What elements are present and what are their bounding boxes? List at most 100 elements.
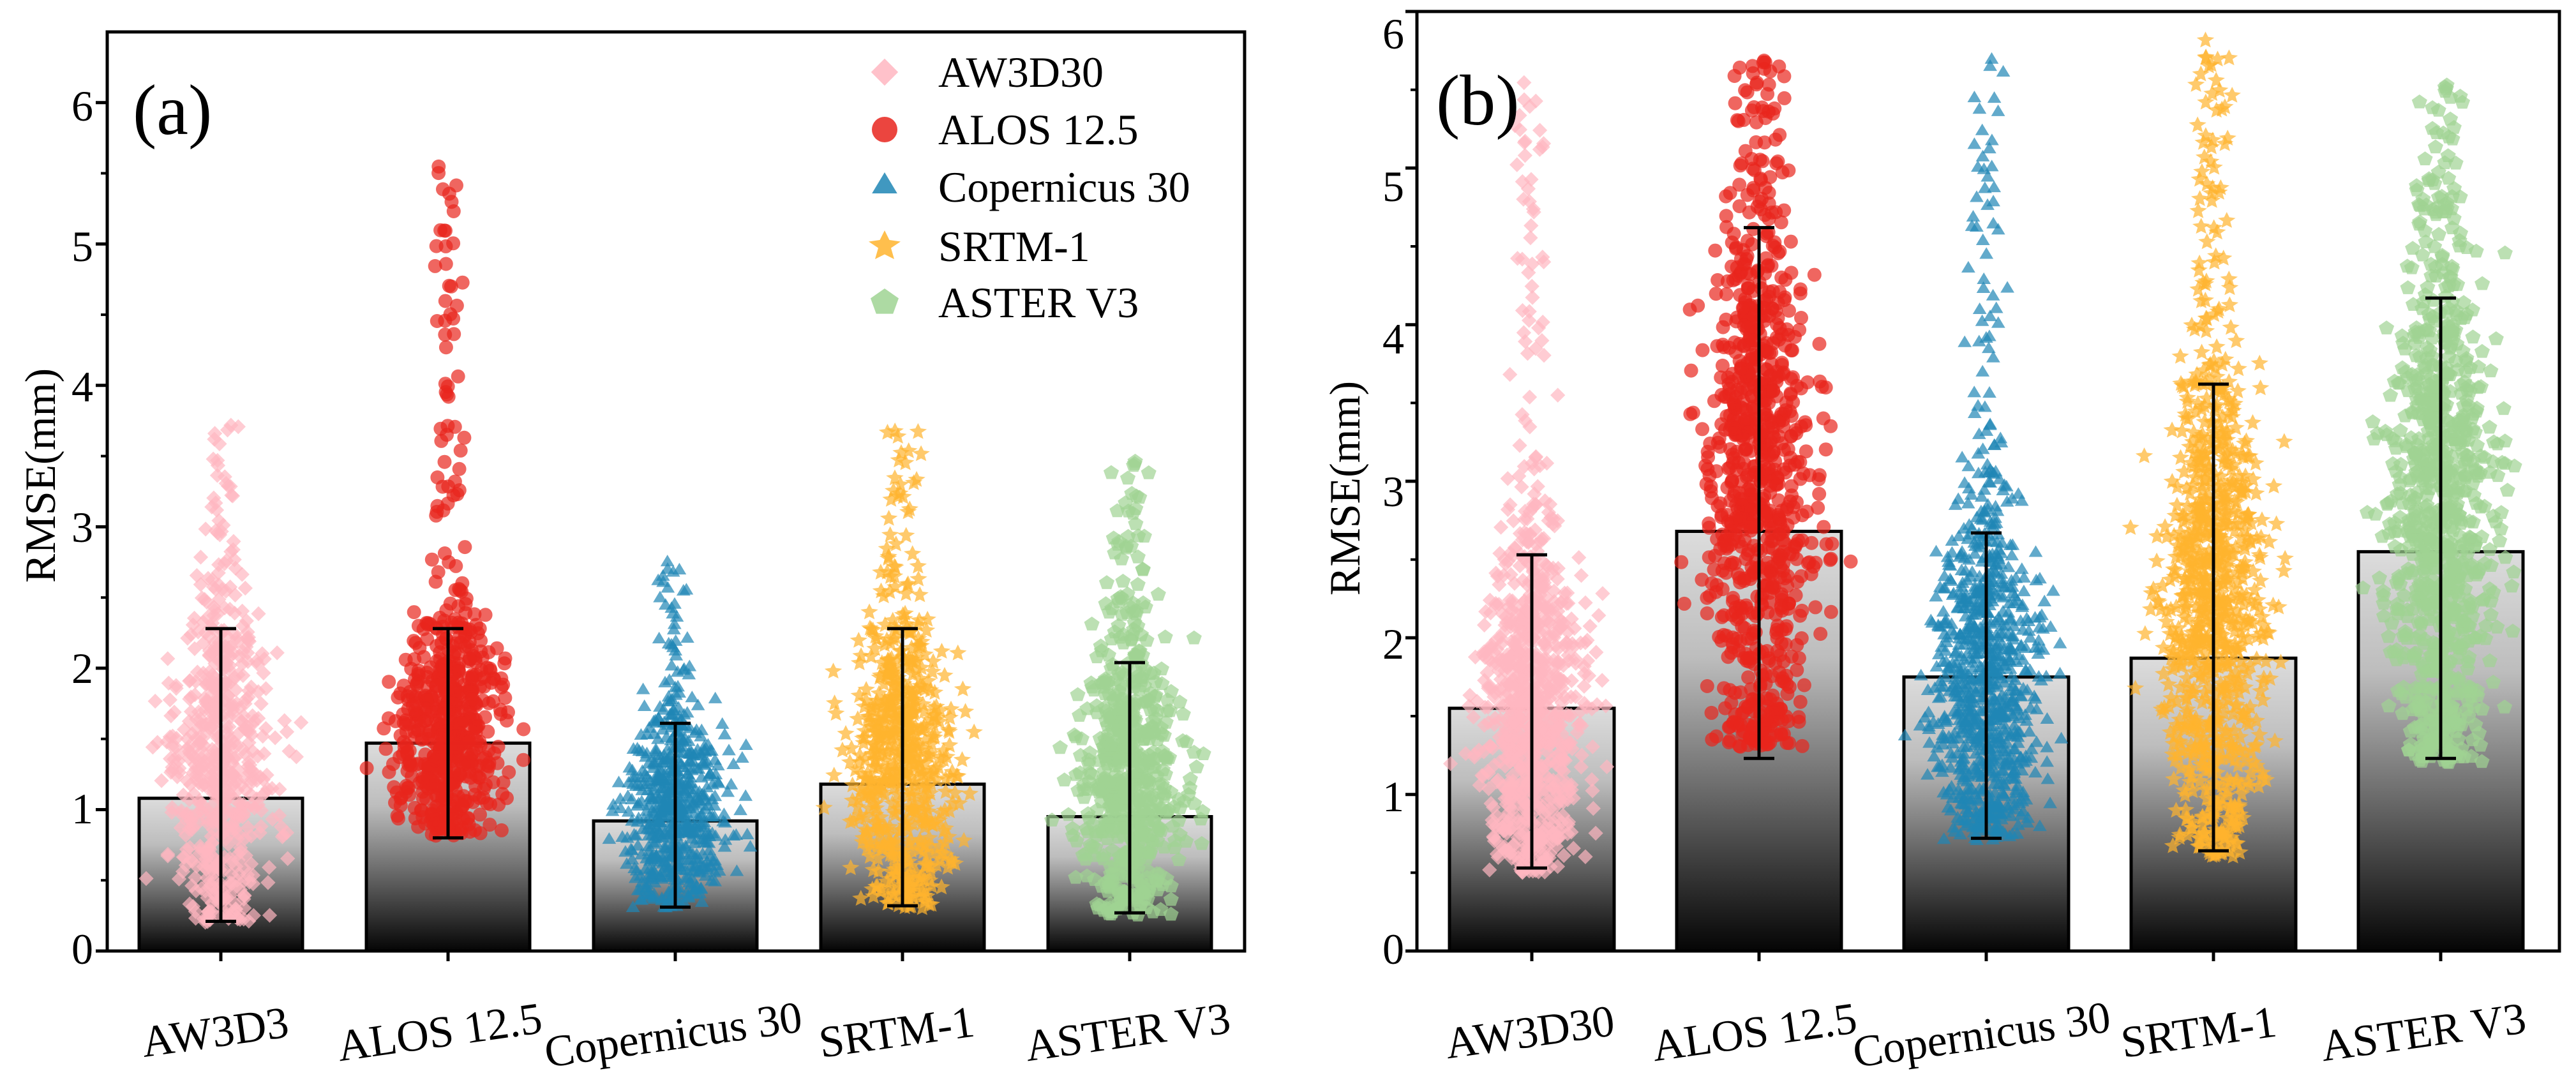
scatter-point	[1807, 267, 1822, 282]
scatter-point	[2005, 548, 2019, 560]
scatter-point	[1478, 700, 1493, 715]
scatter-point	[2499, 483, 2515, 497]
scatter-point	[1784, 479, 1799, 493]
scatter-point	[1541, 745, 1556, 761]
scatter-point	[1989, 301, 2003, 313]
scatter-point	[2148, 552, 2166, 569]
scatter-point	[1778, 338, 1792, 353]
scatter-point	[1744, 520, 1758, 535]
scatter-point	[1961, 260, 1975, 273]
scatter-point	[1739, 442, 1753, 457]
scatter-point	[1774, 215, 1788, 230]
scatter-point	[1550, 387, 1566, 403]
scatter-point	[1816, 520, 1831, 534]
scatter-point	[1795, 603, 1809, 618]
scatter-point	[1715, 564, 1730, 578]
scatter-point	[1774, 727, 1788, 742]
scatter-point	[1536, 781, 1552, 797]
scatter-point	[1732, 599, 1747, 613]
scatter-point	[1674, 555, 1689, 569]
scatter-point	[1725, 473, 1739, 488]
scatter-point	[1991, 104, 2005, 116]
scatter-point	[1695, 343, 1710, 357]
scatter-point	[1790, 663, 1804, 677]
scatter-point	[1711, 273, 1725, 287]
scatter-point	[1715, 358, 1730, 373]
scatter-point	[1958, 335, 1972, 347]
scatter-point	[1462, 687, 1478, 703]
scatter-point	[1746, 183, 1761, 198]
scatter-point	[1578, 595, 1593, 611]
scatter-point	[2135, 447, 2153, 463]
scatter-point	[1763, 728, 1777, 743]
scatter-point	[1760, 605, 1775, 620]
scatter-point	[1792, 323, 1807, 337]
scatter-point	[1724, 695, 1739, 710]
scatter-point	[1799, 444, 1813, 459]
scatter-point	[1737, 651, 1751, 665]
scatter-point	[1515, 842, 1531, 858]
scatter-point	[1595, 586, 1610, 601]
scatter-point	[1774, 504, 1789, 518]
scatter-point	[1741, 426, 1756, 440]
scatter-point	[1536, 723, 1552, 738]
scatter-point	[2017, 585, 2031, 597]
scatter-point	[1758, 509, 1773, 523]
scatter-point	[1516, 92, 1532, 107]
scatter-point	[1730, 382, 1744, 397]
scatter-point	[1710, 339, 1725, 354]
scatter-point	[1766, 384, 1781, 398]
scatter-point	[1794, 311, 1808, 325]
scatter-point	[1599, 759, 1615, 775]
scatter-point	[1726, 273, 1741, 288]
plot-area-b	[1405, 10, 2561, 961]
scatter-point	[1760, 87, 1775, 101]
scatter-point	[1755, 471, 1769, 486]
scatter-point	[1808, 600, 1823, 615]
scatter-point	[1559, 775, 1575, 791]
scatter-point	[1514, 479, 1529, 495]
scatter-point	[1486, 800, 1501, 815]
scatter-point	[1732, 199, 1747, 214]
scatter-point	[1728, 426, 1743, 440]
scatter-point	[2400, 280, 2416, 294]
scatter-point	[1771, 154, 1785, 169]
scatter-point	[1517, 667, 1532, 683]
scatter-point	[1723, 493, 1738, 508]
scatter-point	[1725, 630, 1740, 645]
scatter-point	[1775, 165, 1790, 180]
scatter-point	[1982, 386, 1996, 398]
scatter-point	[1517, 147, 1533, 163]
scatter-point	[1741, 320, 1755, 335]
scatter-point	[1762, 196, 1776, 211]
scatter-point	[2171, 348, 2189, 364]
scatter-point	[2427, 139, 2443, 154]
scatter-point	[1733, 575, 1748, 590]
scatter-point	[1531, 696, 1547, 711]
scatter-point	[1714, 610, 1729, 624]
scatter-point	[2379, 320, 2395, 334]
scatter-point	[1511, 814, 1526, 829]
scatter-point	[1711, 435, 1725, 450]
scatter-point	[2053, 666, 2067, 678]
scatter-point	[1760, 555, 1775, 570]
scatter-point	[2475, 276, 2490, 290]
scatter-point	[1585, 739, 1600, 754]
scatter-point	[1758, 55, 1772, 70]
scatter-point	[2482, 419, 2497, 434]
scatter-point	[2488, 331, 2504, 345]
scatter-point	[1481, 715, 1496, 730]
scatter-point	[1576, 666, 1592, 681]
scatter-point	[1505, 714, 1520, 729]
scatter-point	[1812, 336, 1827, 351]
scatter-point	[1479, 763, 1495, 779]
scatter-point	[1789, 426, 1804, 440]
scatter-point	[1843, 554, 1858, 569]
scatter-point	[2220, 49, 2238, 66]
scatter-point	[1788, 458, 1802, 472]
scatter-point	[2189, 116, 2206, 133]
scatter-point	[2497, 245, 2513, 260]
scatter-point	[1758, 676, 1773, 691]
scatter-point	[1793, 694, 1808, 709]
scatter-point	[1816, 411, 1831, 426]
